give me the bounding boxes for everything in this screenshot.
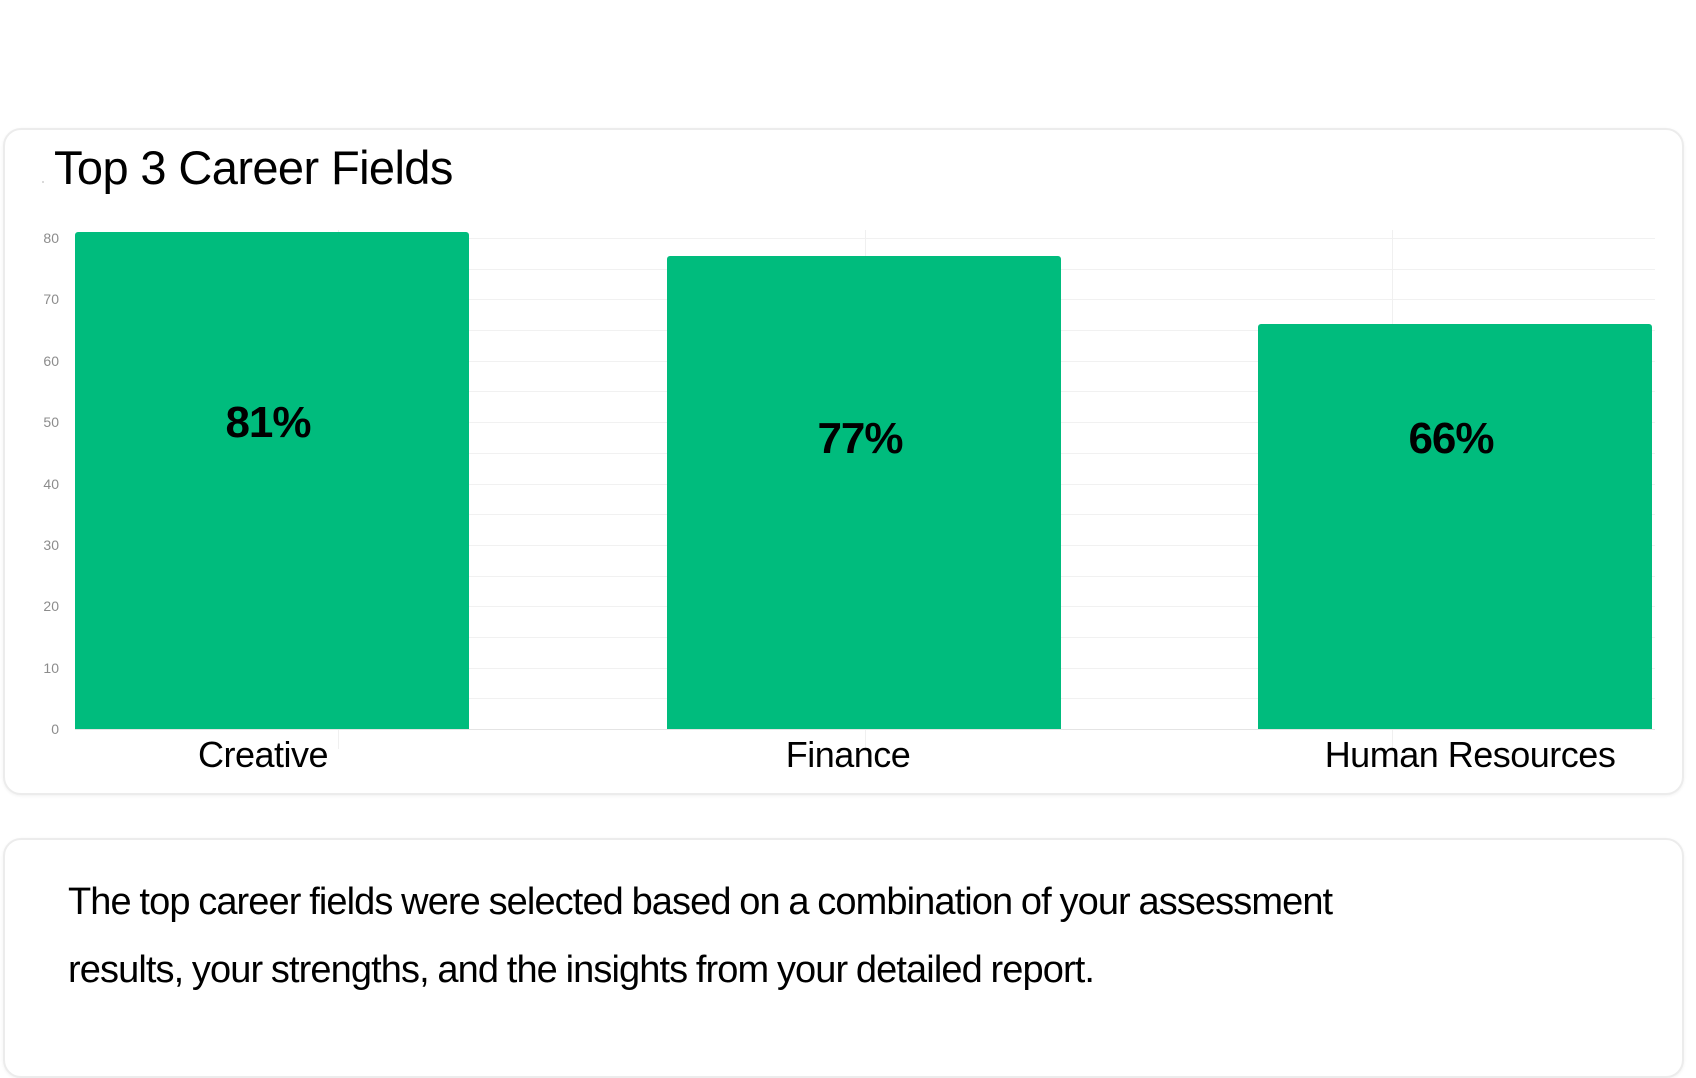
y-tick-label: 70: [43, 291, 59, 308]
bar-human-resources[interactable]: [1258, 323, 1652, 729]
y-tick-label: 10: [43, 659, 59, 676]
x-category-label: Creative: [197, 734, 329, 775]
bar-finance[interactable]: [667, 256, 1061, 729]
y-tick-label: 40: [43, 475, 59, 492]
chart-title: Top 3 Career Fields: [54, 141, 453, 194]
chart-card: Top 3 Career Fields 0 10 20 30 40 50 60 70 80 81%…: [3, 128, 1684, 795]
info-text-line-1: The top career fields were selected base…: [68, 881, 1333, 923]
info-card: The top career fields were selected base…: [3, 838, 1684, 1078]
bar-value-label: 81%: [225, 398, 311, 447]
y-tick-label: 80: [43, 230, 59, 246]
y-tick-label: 0: [51, 721, 59, 737]
y-tick-label: 20: [43, 598, 59, 615]
y-tick-label: 30: [43, 536, 59, 553]
bar-value-label: 66%: [1408, 414, 1494, 463]
bar-chart-plot: 0 10 20 30 40 50 60 70 80 81% Creative 77% Finance 66…: [5, 130, 1682, 793]
info-paragraph: The top career fields were selected base…: [68, 868, 1628, 1004]
bar-creative[interactable]: [75, 231, 469, 729]
x-axis-line: [75, 729, 1655, 730]
bar-value-label: 77%: [817, 414, 903, 463]
y-tick-label: 60: [43, 352, 59, 369]
x-category-label: Finance: [785, 734, 911, 775]
y-tick-label: 50: [43, 414, 59, 431]
info-text-line-2: results, your strengths, and the insight…: [68, 949, 1095, 991]
x-category-label: Human Resources: [1324, 734, 1616, 775]
decorative-dot: [42, 181, 44, 183]
